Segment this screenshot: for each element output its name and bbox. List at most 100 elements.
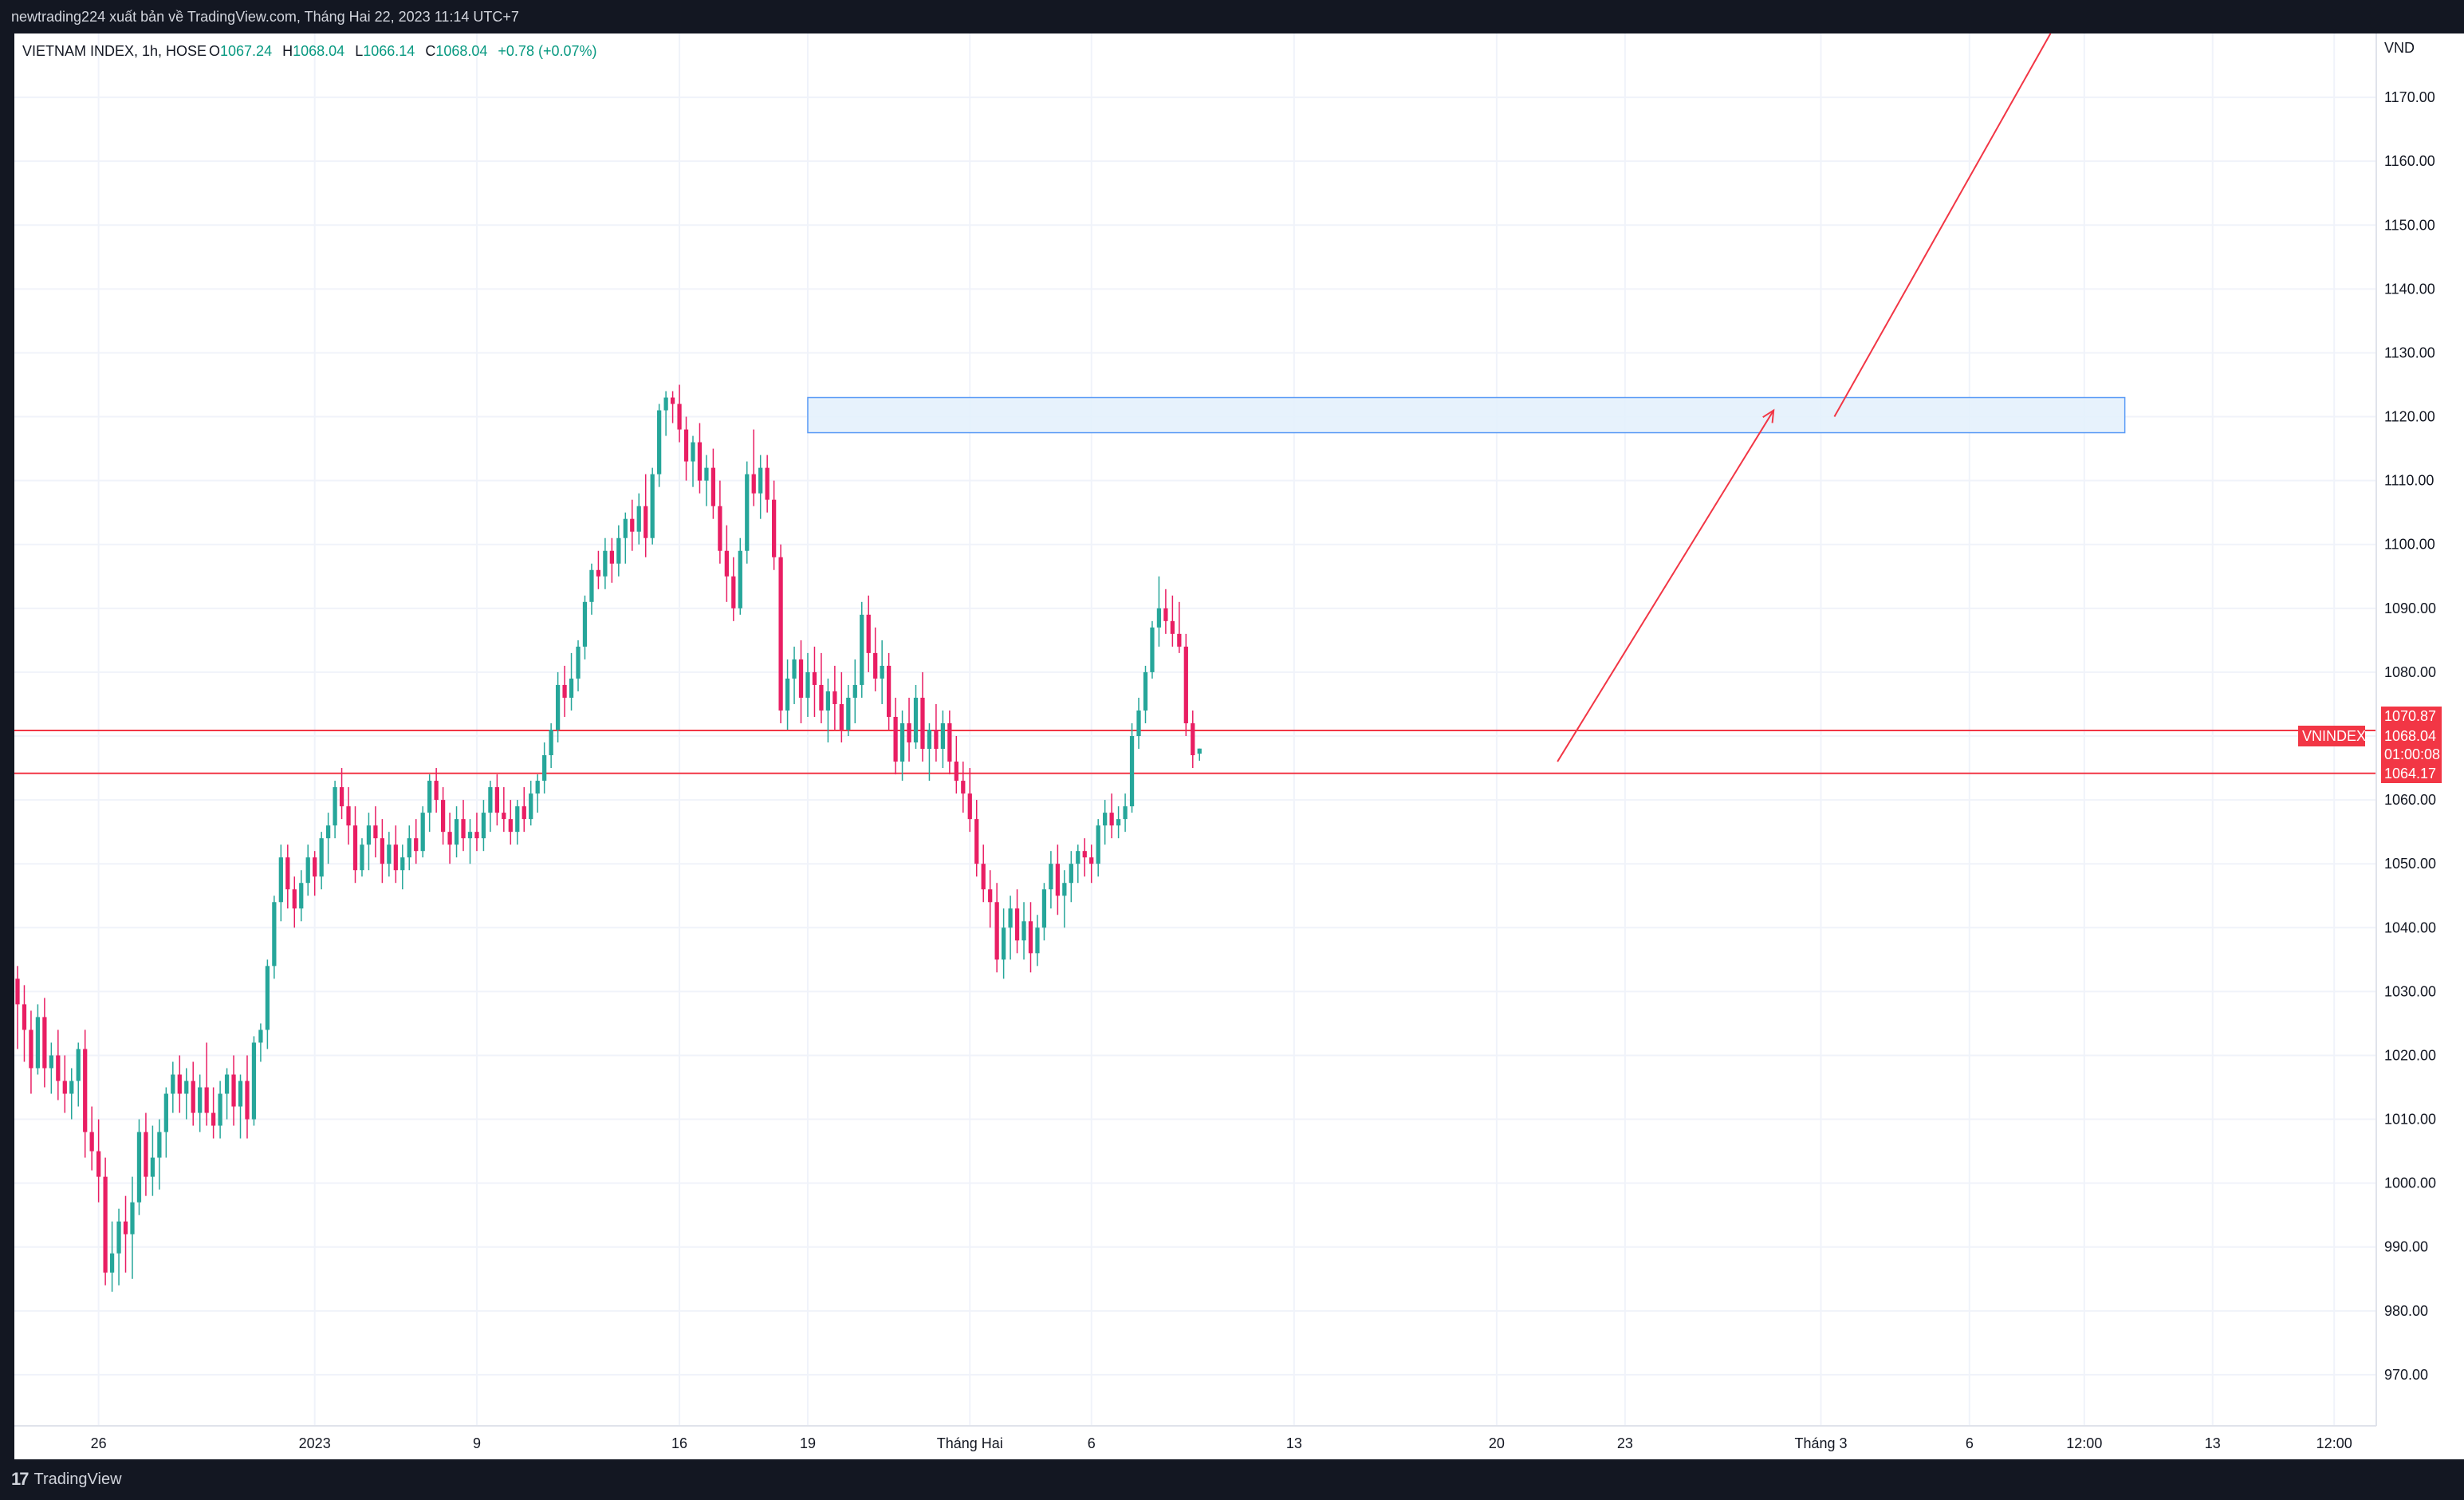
candles [15, 384, 1202, 1292]
candle-up [899, 710, 905, 781]
candle-up [927, 722, 932, 781]
candle-body [880, 665, 884, 679]
candle-down [103, 1157, 108, 1285]
candle-body [555, 684, 561, 730]
time-tick-label: 20 [1489, 1435, 1505, 1451]
candle-up [387, 832, 392, 877]
candle-body [427, 781, 432, 813]
price-tick-label: 1100.00 [2384, 537, 2435, 553]
candle-body [582, 601, 588, 647]
candle-body [150, 1157, 155, 1177]
time-tick-label: Tháng Hai [937, 1435, 1003, 1451]
tradingview-logo-icon: 17 [11, 1469, 30, 1489]
candle-down [1014, 889, 1020, 954]
trend-line[interactable] [1833, 33, 2052, 418]
drawings[interactable] [14, 33, 2376, 774]
candle-up [1001, 908, 1006, 979]
candle-up [76, 1042, 81, 1107]
price-tick-label: 970.00 [2384, 1367, 2428, 1383]
candle-body [434, 781, 439, 801]
candle-body [62, 1081, 67, 1094]
candle-body [961, 781, 966, 794]
candle-body [691, 442, 695, 462]
footer [0, 1459, 2464, 1500]
candle-down [339, 768, 344, 820]
candle-body [103, 1176, 108, 1273]
candle-down [718, 480, 722, 564]
candle-body [1183, 646, 1188, 723]
candle-down [508, 800, 513, 845]
candle-body [292, 889, 297, 909]
candle-down [231, 1055, 236, 1126]
candle-body [96, 1151, 101, 1177]
tradingview-logo[interactable]: 17 TradingView [11, 1469, 122, 1490]
candle-down [887, 652, 892, 730]
candle-body [157, 1132, 162, 1158]
candle-up [913, 684, 919, 750]
candle-down [380, 819, 385, 884]
legend-open-label: O [209, 43, 220, 59]
candle-body [616, 537, 621, 564]
price-tags: 1070.87 VNINDEX 1068.04 01:00:08 1064.17 [2298, 707, 2442, 783]
candle-body [778, 557, 783, 711]
time-tick-label: 9 [473, 1435, 481, 1451]
candle-up [198, 1074, 203, 1132]
price-tick-label: 980.00 [2384, 1303, 2428, 1319]
candle-body [204, 1087, 209, 1113]
candle-body [549, 730, 553, 756]
candle-body [670, 397, 675, 404]
candle-down [731, 557, 736, 621]
candle-body [596, 569, 601, 577]
candle-down [907, 697, 911, 762]
candle-body [380, 838, 385, 864]
candle-body [360, 844, 364, 871]
candle-down [832, 665, 837, 730]
candle-body [954, 762, 958, 781]
last-price-tag-bg [2381, 726, 2442, 764]
candle-body [697, 442, 703, 481]
candle-body [758, 467, 763, 494]
time-tick-label: 23 [1617, 1435, 1633, 1451]
candle-body [35, 1017, 41, 1069]
candle-body [819, 684, 824, 711]
candle-body [1191, 722, 1195, 756]
candle-down [947, 710, 952, 775]
candle-down [920, 671, 925, 762]
candle-down [292, 876, 297, 928]
candle-up [940, 710, 946, 769]
candle-down [1183, 633, 1188, 737]
candle-body [792, 659, 797, 679]
resistance-zone[interactable] [807, 396, 2126, 434]
candle-body [1116, 819, 1121, 826]
candle-body [718, 506, 722, 551]
candle-down [1177, 601, 1182, 653]
candle-body [852, 684, 857, 698]
candle-up [171, 1061, 175, 1113]
candle-up [1150, 620, 1155, 679]
upper-line-tag: 1070.87 [2384, 708, 2436, 724]
candle-body [238, 1081, 243, 1107]
candle-down [988, 870, 993, 928]
candle-body [1096, 825, 1100, 864]
candle-body [1069, 864, 1073, 884]
candle-down [994, 883, 999, 973]
candle-down [873, 627, 878, 691]
candle-body [278, 857, 283, 903]
upper-line-tag-bg [2381, 707, 2442, 726]
candle-body [745, 474, 750, 551]
price-tick-label: 1110.00 [2384, 473, 2434, 489]
candle-body [1028, 921, 1033, 954]
candle-down [89, 1106, 94, 1171]
candle-up [691, 435, 695, 487]
trend-arrow[interactable] [1557, 410, 1775, 762]
candle-down [440, 787, 446, 845]
candle-up [400, 844, 405, 890]
candle-up [35, 1004, 41, 1075]
candle-body [109, 1253, 115, 1273]
candle-down [596, 550, 601, 589]
time-axis[interactable]: 26 2023 9 16 19 Tháng Hai 6 13 20 23 Tháng 3 6 12:00… [91, 1435, 2352, 1451]
candle-down [123, 1195, 128, 1273]
candle-body [420, 813, 425, 852]
candle-body [934, 730, 939, 750]
